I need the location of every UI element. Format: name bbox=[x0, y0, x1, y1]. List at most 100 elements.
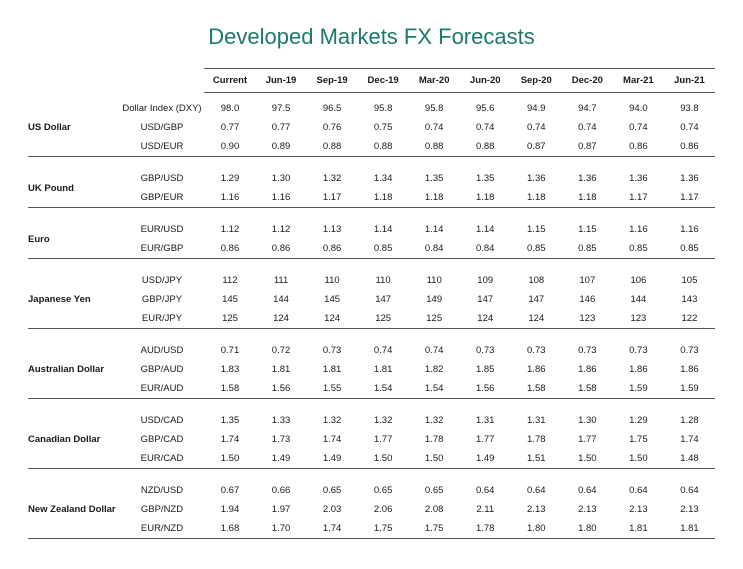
value-cell: 111 bbox=[256, 271, 307, 290]
value-cell: 109 bbox=[460, 271, 511, 290]
value-cell: 1.73 bbox=[256, 430, 307, 449]
value-cell: 1.74 bbox=[204, 430, 255, 449]
value-cell: 94.9 bbox=[511, 99, 562, 118]
value-cell: 144 bbox=[256, 290, 307, 309]
pair-label: USD/GBP bbox=[120, 118, 205, 137]
value-cell: 1.75 bbox=[613, 430, 664, 449]
value-cell: 1.78 bbox=[409, 430, 460, 449]
value-cell: 1.54 bbox=[358, 379, 409, 399]
value-cell: 144 bbox=[613, 290, 664, 309]
value-cell: 149 bbox=[409, 290, 460, 309]
table-row: UK PoundGBP/USD1.291.301.321.341.351.351… bbox=[28, 169, 715, 188]
group-label: Australian Dollar bbox=[28, 341, 120, 399]
column-header: Jun-21 bbox=[664, 69, 715, 93]
value-cell: 0.86 bbox=[256, 239, 307, 259]
pair-label: GBP/EUR bbox=[120, 188, 205, 208]
value-cell: 1.75 bbox=[358, 519, 409, 539]
value-cell: 0.73 bbox=[511, 341, 562, 360]
group-label: US Dollar bbox=[28, 99, 120, 157]
value-cell: 1.68 bbox=[204, 519, 255, 539]
value-cell: 145 bbox=[307, 290, 358, 309]
value-cell: 1.36 bbox=[613, 169, 664, 188]
value-cell: 0.75 bbox=[358, 118, 409, 137]
table-row: Japanese YenUSD/JPY112111110110110109108… bbox=[28, 271, 715, 290]
value-cell: 108 bbox=[511, 271, 562, 290]
table-row: GBP/CAD1.741.731.741.771.781.771.781.771… bbox=[28, 430, 715, 449]
fx-forecast-table: CurrentJun-19Sep-19Dec-19Mar-20Jun-20Sep… bbox=[28, 68, 715, 545]
value-cell: 110 bbox=[307, 271, 358, 290]
value-cell: 1.54 bbox=[409, 379, 460, 399]
pair-label: EUR/AUD bbox=[120, 379, 205, 399]
value-cell: 1.83 bbox=[204, 360, 255, 379]
value-cell: 0.87 bbox=[562, 137, 613, 157]
value-cell: 1.82 bbox=[409, 360, 460, 379]
value-cell: 1.59 bbox=[613, 379, 664, 399]
table-row: EUR/CAD1.501.491.491.501.501.491.511.501… bbox=[28, 449, 715, 469]
value-cell: 0.74 bbox=[409, 118, 460, 137]
value-cell: 1.56 bbox=[460, 379, 511, 399]
table-row: US DollarDollar Index (DXY)98.097.596.59… bbox=[28, 99, 715, 118]
value-cell: 0.89 bbox=[256, 137, 307, 157]
value-cell: 0.64 bbox=[460, 481, 511, 500]
value-cell: 124 bbox=[256, 309, 307, 329]
table-row: Canadian DollarUSD/CAD1.351.331.321.321.… bbox=[28, 411, 715, 430]
value-cell: 0.85 bbox=[664, 239, 715, 259]
table-row: USD/GBP0.770.770.760.750.740.740.740.740… bbox=[28, 118, 715, 137]
column-header: Jun-20 bbox=[460, 69, 511, 93]
value-cell: 1.14 bbox=[358, 220, 409, 239]
value-cell: 94.7 bbox=[562, 99, 613, 118]
value-cell: 1.12 bbox=[204, 220, 255, 239]
value-cell: 0.74 bbox=[613, 118, 664, 137]
value-cell: 110 bbox=[358, 271, 409, 290]
table-row: GBP/JPY145144145147149147147146144143 bbox=[28, 290, 715, 309]
table-header-row: CurrentJun-19Sep-19Dec-19Mar-20Jun-20Sep… bbox=[28, 69, 715, 93]
value-cell: 0.84 bbox=[409, 239, 460, 259]
value-cell: 1.16 bbox=[664, 220, 715, 239]
value-cell: 125 bbox=[358, 309, 409, 329]
value-cell: 0.64 bbox=[562, 481, 613, 500]
value-cell: 1.81 bbox=[307, 360, 358, 379]
value-cell: 1.14 bbox=[460, 220, 511, 239]
value-cell: 1.15 bbox=[511, 220, 562, 239]
value-cell: 0.74 bbox=[358, 341, 409, 360]
value-cell: 125 bbox=[204, 309, 255, 329]
pair-label: GBP/JPY bbox=[120, 290, 205, 309]
value-cell: 0.85 bbox=[358, 239, 409, 259]
value-cell: 1.34 bbox=[358, 169, 409, 188]
value-cell: 0.64 bbox=[613, 481, 664, 500]
table-row: GBP/EUR1.161.161.171.181.181.181.181.181… bbox=[28, 188, 715, 208]
value-cell: 0.86 bbox=[204, 239, 255, 259]
value-cell: 1.32 bbox=[307, 169, 358, 188]
column-header: Sep-19 bbox=[307, 69, 358, 93]
value-cell: 1.50 bbox=[409, 449, 460, 469]
value-cell: 0.74 bbox=[409, 341, 460, 360]
column-header: Current bbox=[204, 69, 255, 93]
value-cell: 1.30 bbox=[256, 169, 307, 188]
value-cell: 1.58 bbox=[511, 379, 562, 399]
value-cell: 1.31 bbox=[511, 411, 562, 430]
column-header: Dec-20 bbox=[562, 69, 613, 93]
value-cell: 1.18 bbox=[460, 188, 511, 208]
value-cell: 1.16 bbox=[256, 188, 307, 208]
value-cell: 0.76 bbox=[307, 118, 358, 137]
value-cell: 2.11 bbox=[460, 500, 511, 519]
value-cell: 1.32 bbox=[307, 411, 358, 430]
pair-label: EUR/JPY bbox=[120, 309, 205, 329]
value-cell: 1.55 bbox=[307, 379, 358, 399]
value-cell: 1.36 bbox=[664, 169, 715, 188]
value-cell: 0.77 bbox=[204, 118, 255, 137]
value-cell: 1.50 bbox=[204, 449, 255, 469]
value-cell: 2.08 bbox=[409, 500, 460, 519]
value-cell: 1.50 bbox=[613, 449, 664, 469]
table-row: New Zealand DollarNZD/USD0.670.660.650.6… bbox=[28, 481, 715, 500]
value-cell: 0.73 bbox=[664, 341, 715, 360]
value-cell: 1.35 bbox=[204, 411, 255, 430]
value-cell: 1.31 bbox=[460, 411, 511, 430]
value-cell: 1.48 bbox=[664, 449, 715, 469]
value-cell: 1.12 bbox=[256, 220, 307, 239]
value-cell: 0.65 bbox=[409, 481, 460, 500]
value-cell: 1.74 bbox=[664, 430, 715, 449]
value-cell: 1.29 bbox=[613, 411, 664, 430]
value-cell: 1.50 bbox=[358, 449, 409, 469]
value-cell: 1.35 bbox=[409, 169, 460, 188]
